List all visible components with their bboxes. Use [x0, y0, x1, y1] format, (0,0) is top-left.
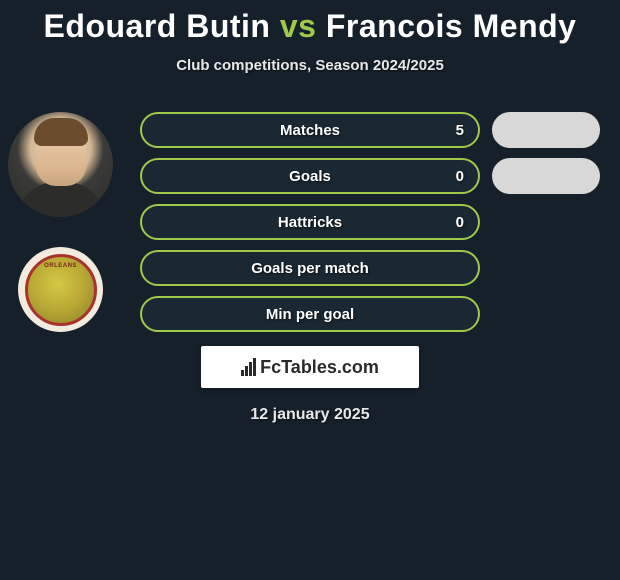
player1-name: Edouard Butin [44, 8, 271, 44]
stats-area: ORLEANS Matches 5 Goals 0 Hattri [0, 112, 620, 332]
stat-value: 0 [456, 168, 464, 185]
stat-bar-main: Matches 5 [140, 112, 480, 148]
stat-bar-main: Min per goal [140, 296, 480, 332]
chart-icon [241, 358, 256, 376]
stat-bar-right [492, 158, 600, 194]
page-title: Edouard Butin vs Francois Mendy [0, 0, 620, 45]
branding-text: FcTables.com [260, 357, 379, 378]
stat-label: Hattricks [278, 214, 342, 231]
stat-label: Min per goal [266, 306, 354, 323]
stat-bar-right [492, 112, 600, 148]
badge-text: ORLEANS [44, 263, 77, 269]
stat-value: 5 [456, 122, 464, 139]
stat-rows: Matches 5 Goals 0 Hattricks 0 [140, 112, 600, 332]
stat-row-goals: Goals 0 [140, 158, 600, 194]
stat-label: Goals per match [251, 260, 369, 277]
stat-row-mpg: Min per goal [140, 296, 600, 332]
stat-bar-main: Goals 0 [140, 158, 480, 194]
stat-label: Matches [280, 122, 340, 139]
vs-separator: vs [280, 8, 317, 44]
player2-name: Francois Mendy [326, 8, 577, 44]
stat-row-gpm: Goals per match [140, 250, 600, 286]
stat-bar-main: Goals per match [140, 250, 480, 286]
club-badge: ORLEANS [18, 247, 103, 332]
subtitle: Club competitions, Season 2024/2025 [0, 57, 620, 74]
stat-row-hattricks: Hattricks 0 [140, 204, 600, 240]
stat-label: Goals [289, 168, 331, 185]
branding-badge: FcTables.com [201, 346, 419, 388]
stat-row-matches: Matches 5 [140, 112, 600, 148]
stat-bar-main: Hattricks 0 [140, 204, 480, 240]
date-label: 12 january 2025 [0, 406, 620, 424]
stat-value: 0 [456, 214, 464, 231]
player-avatar [8, 112, 113, 217]
